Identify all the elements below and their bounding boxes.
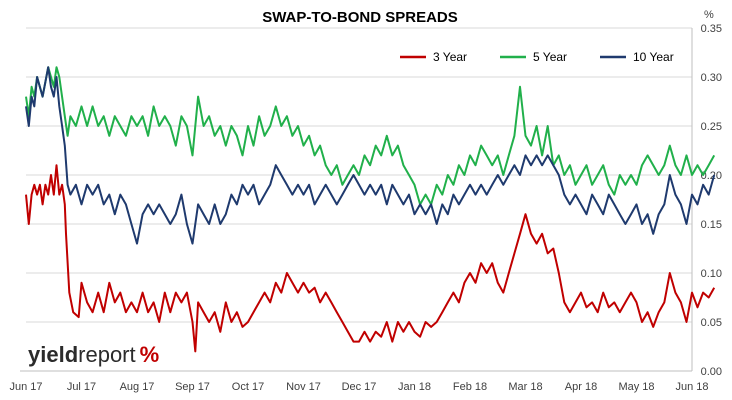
series-line-5-year: [25, 66, 716, 206]
series-line-3-year: [25, 164, 716, 353]
series-lines: [25, 66, 716, 353]
x-tick-label: Apr 18: [565, 381, 597, 393]
y-tick-label: 0.30: [701, 72, 722, 84]
x-tick-label: Feb 18: [453, 381, 487, 393]
y-tick-label: 0.15: [701, 219, 722, 231]
logo-text-report: report: [78, 342, 135, 367]
x-tick-label: May 18: [618, 381, 654, 393]
x-tick-label: Aug 17: [120, 381, 155, 393]
y-tick-label: 0.10: [701, 268, 722, 280]
x-tick-label: Jul 17: [67, 381, 96, 393]
chart-title: SWAP-TO-BOND SPREADS: [262, 9, 458, 26]
legend-label: 5 Year: [533, 50, 567, 64]
series-line-10-year: [25, 66, 716, 245]
grid: [26, 27, 693, 372]
x-axis-ticks: Jun 17 Jul 17 Aug 17 Sep 17 Oct 17 Nov 17 Dec …: [9, 370, 709, 393]
yieldreport-logo: yieldreport%: [28, 342, 159, 367]
legend-label: 3 Year: [433, 50, 467, 64]
y-axis-ticks: 0.00 0.05 0.10 0.15 0.20 0.25 0.30 0.35: [701, 23, 722, 378]
y-tick-label: 0.00: [701, 366, 722, 378]
legend: 3 Year 5 Year 10 Year: [400, 50, 674, 64]
y-tick-label: 0.35: [701, 23, 722, 35]
y-tick-label: 0.20: [701, 170, 722, 182]
y-tick-label: 0.25: [701, 121, 722, 133]
x-tick-label: Sep 17: [175, 381, 210, 393]
x-tick-label: Oct 17: [232, 381, 264, 393]
x-tick-label: Jun 17: [9, 381, 42, 393]
x-tick-label: Nov 17: [286, 381, 321, 393]
legend-label: 10 Year: [633, 50, 674, 64]
logo-percent-icon: %: [140, 342, 160, 367]
x-tick-label: Jun 18: [675, 381, 708, 393]
y-tick-label: 0.05: [701, 317, 722, 329]
logo-text-yield: yield: [28, 342, 78, 367]
svg-text:yieldreport%: yieldreport%: [28, 342, 159, 367]
x-tick-label: Mar 18: [508, 381, 542, 393]
y-axis-unit: %: [704, 9, 714, 21]
x-tick-label: Dec 17: [342, 381, 377, 393]
x-tick-label: Jan 18: [398, 381, 431, 393]
